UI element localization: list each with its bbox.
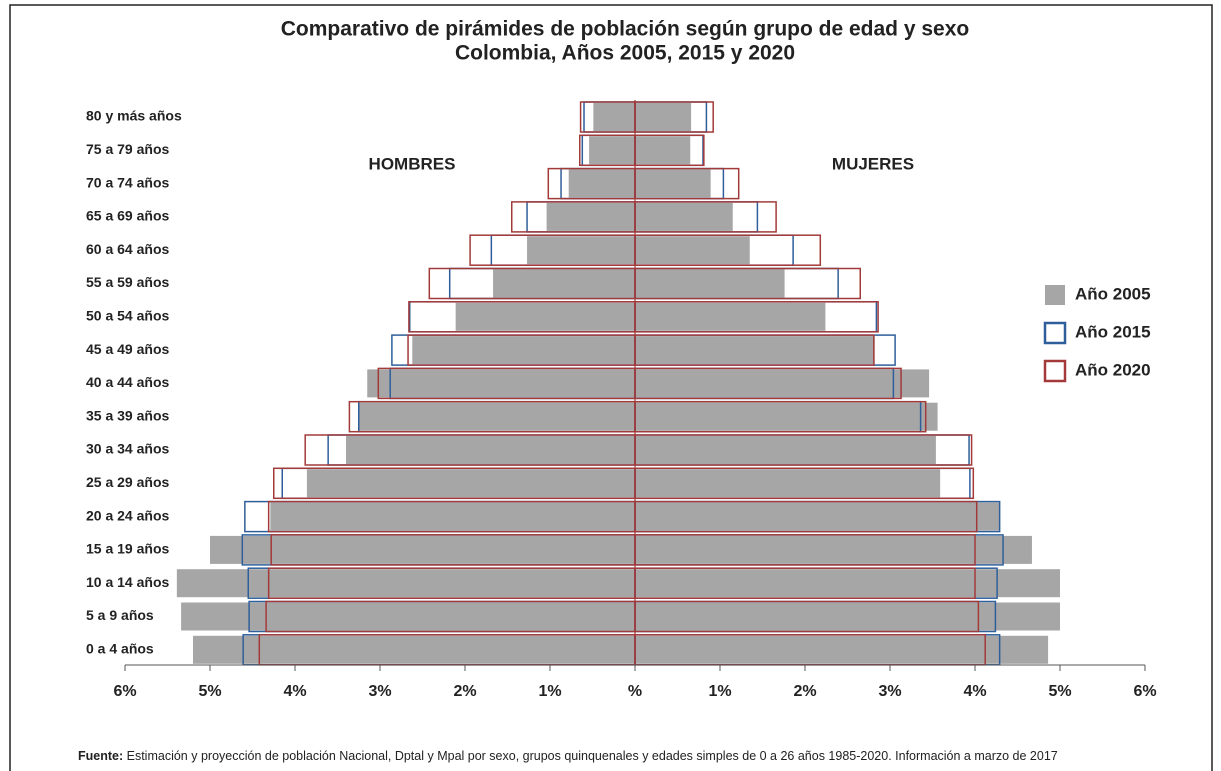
- category-label: 80 y más años: [86, 108, 182, 124]
- bar: [635, 502, 1000, 531]
- bar: [635, 569, 1060, 598]
- bar: [593, 103, 635, 131]
- bar: [635, 103, 692, 131]
- category-label: 20 a 24 años: [86, 507, 169, 523]
- bar: [635, 236, 750, 265]
- bar: [635, 602, 1060, 631]
- category-label: 65 a 69 años: [86, 208, 169, 224]
- bar: [635, 535, 1032, 564]
- frame: [9, 4, 1213, 771]
- bar: [270, 502, 635, 531]
- bar: [546, 202, 635, 231]
- category-label: 35 a 39 años: [86, 407, 169, 423]
- bar: [193, 635, 635, 664]
- category-label: 30 a 34 años: [86, 441, 169, 457]
- bar: [635, 336, 875, 365]
- category-label: 10 a 14 años: [86, 574, 169, 590]
- source-label: Fuente:: [78, 749, 123, 763]
- chart-title: Comparativo de pirámides de población se…: [281, 18, 969, 41]
- x-tick-label: 3%: [368, 683, 391, 700]
- bar: [306, 469, 635, 498]
- x-tick-label: 4%: [963, 683, 986, 700]
- x-tick-label: 1%: [708, 683, 731, 700]
- x-tick-label: 5%: [1048, 683, 1071, 700]
- bar: [635, 369, 930, 398]
- bar: [635, 302, 826, 331]
- x-tick-label: 6%: [113, 683, 136, 700]
- bar: [589, 136, 635, 165]
- bar: [346, 436, 635, 464]
- bar: [635, 402, 938, 431]
- bar: [455, 302, 635, 331]
- bar: [412, 336, 635, 365]
- bar: [635, 202, 733, 231]
- right-label: MUJERES: [832, 154, 914, 173]
- category-label: 60 a 64 años: [86, 241, 169, 257]
- bar: [210, 535, 635, 564]
- bar: [635, 269, 785, 298]
- source: Fuente: Estimación y proyección de pobla…: [78, 749, 1058, 763]
- legend-swatch: [1043, 321, 1067, 345]
- bar: [635, 169, 711, 198]
- bar: [635, 635, 1049, 664]
- category-label: 70 a 74 años: [86, 174, 169, 190]
- bar: [181, 602, 635, 631]
- left-label: HOMBRES: [369, 154, 456, 173]
- legend-swatch: [1045, 285, 1065, 305]
- bar: [493, 269, 635, 298]
- legend-label: Año 2020: [1075, 360, 1151, 379]
- legend-label: Año 2005: [1075, 284, 1151, 303]
- category-label: 50 a 54 años: [86, 308, 169, 324]
- bar: [527, 236, 635, 265]
- category-label: 45 a 49 años: [86, 341, 169, 357]
- bar: [635, 136, 691, 165]
- x-tick-label: 2%: [793, 683, 816, 700]
- category-label: 55 a 59 años: [86, 274, 169, 290]
- category-label: 25 a 29 años: [86, 474, 169, 490]
- x-tick-label: 2%: [453, 683, 476, 700]
- category-label: 75 a 79 años: [86, 141, 169, 157]
- x-tick-label: 3%: [878, 683, 901, 700]
- category-label: 15 a 19 años: [86, 541, 169, 557]
- source-text: Estimación y proyección de población Nac…: [127, 749, 1058, 763]
- x-tick-label: %: [628, 683, 642, 700]
- bar: [176, 569, 635, 598]
- category-label: 0 a 4 años: [86, 641, 154, 657]
- x-tick-label: 4%: [283, 683, 306, 700]
- x-tick-label: 1%: [538, 683, 561, 700]
- chart-subtitle: Colombia, Años 2005, 2015 y 2020: [455, 42, 795, 65]
- legend-swatch: [1043, 359, 1067, 383]
- legend-label: Año 2015: [1075, 322, 1151, 341]
- category-label: 40 a 44 años: [86, 374, 169, 390]
- x-tick-label: 5%: [198, 683, 221, 700]
- bar: [635, 436, 936, 464]
- bar: [367, 369, 635, 398]
- category-label: 5 a 9 años: [86, 607, 154, 623]
- bar: [635, 469, 941, 498]
- x-tick-label: 6%: [1133, 683, 1156, 700]
- bar: [358, 402, 635, 431]
- bar: [568, 169, 635, 198]
